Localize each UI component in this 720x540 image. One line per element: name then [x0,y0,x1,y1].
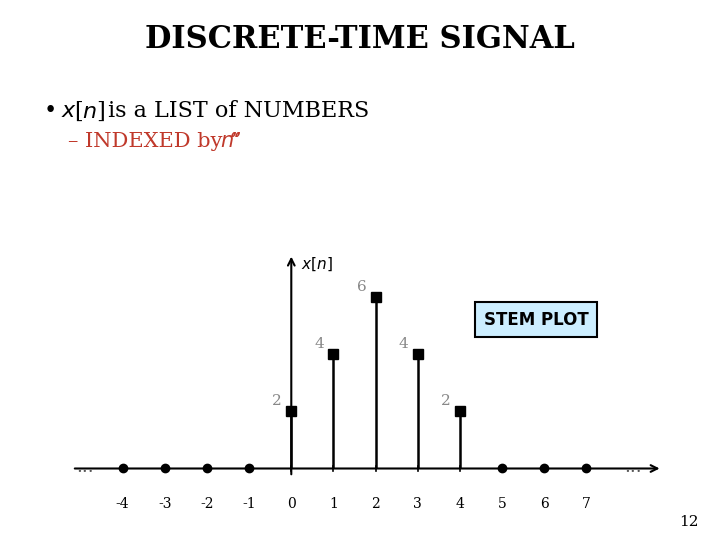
Text: DISCRETE-TIME SIGNAL: DISCRETE-TIME SIGNAL [145,24,575,55]
Text: 2: 2 [272,394,282,408]
Text: 4: 4 [315,337,324,351]
Text: $x[n]$: $x[n]$ [300,255,333,273]
Text: 2: 2 [441,394,451,408]
Text: is a LIST of NUMBERS: is a LIST of NUMBERS [101,100,369,122]
Text: •: • [43,100,56,122]
Text: $n$: $n$ [220,132,233,151]
Text: – INDEXED by “: – INDEXED by “ [68,132,240,151]
Text: 4: 4 [399,337,408,351]
Text: 4: 4 [456,497,464,511]
Text: -2: -2 [200,497,214,511]
Text: STEM PLOT: STEM PLOT [484,310,588,329]
Text: 7: 7 [582,497,591,511]
Text: -4: -4 [116,497,130,511]
Text: ...: ... [624,458,642,476]
Text: 1: 1 [329,497,338,511]
Text: -1: -1 [243,497,256,511]
Text: [$n$]: [$n$] [74,100,106,123]
Text: 5: 5 [498,497,507,511]
Text: ”: ” [230,132,241,151]
Text: 0: 0 [287,497,296,511]
Text: 6: 6 [356,280,366,294]
Text: 2: 2 [372,497,380,511]
Text: 12: 12 [679,515,698,529]
Text: $x$: $x$ [61,100,77,122]
Text: 6: 6 [540,497,549,511]
Text: -3: -3 [158,497,171,511]
Text: ...: ... [76,458,94,476]
Text: 3: 3 [413,497,422,511]
